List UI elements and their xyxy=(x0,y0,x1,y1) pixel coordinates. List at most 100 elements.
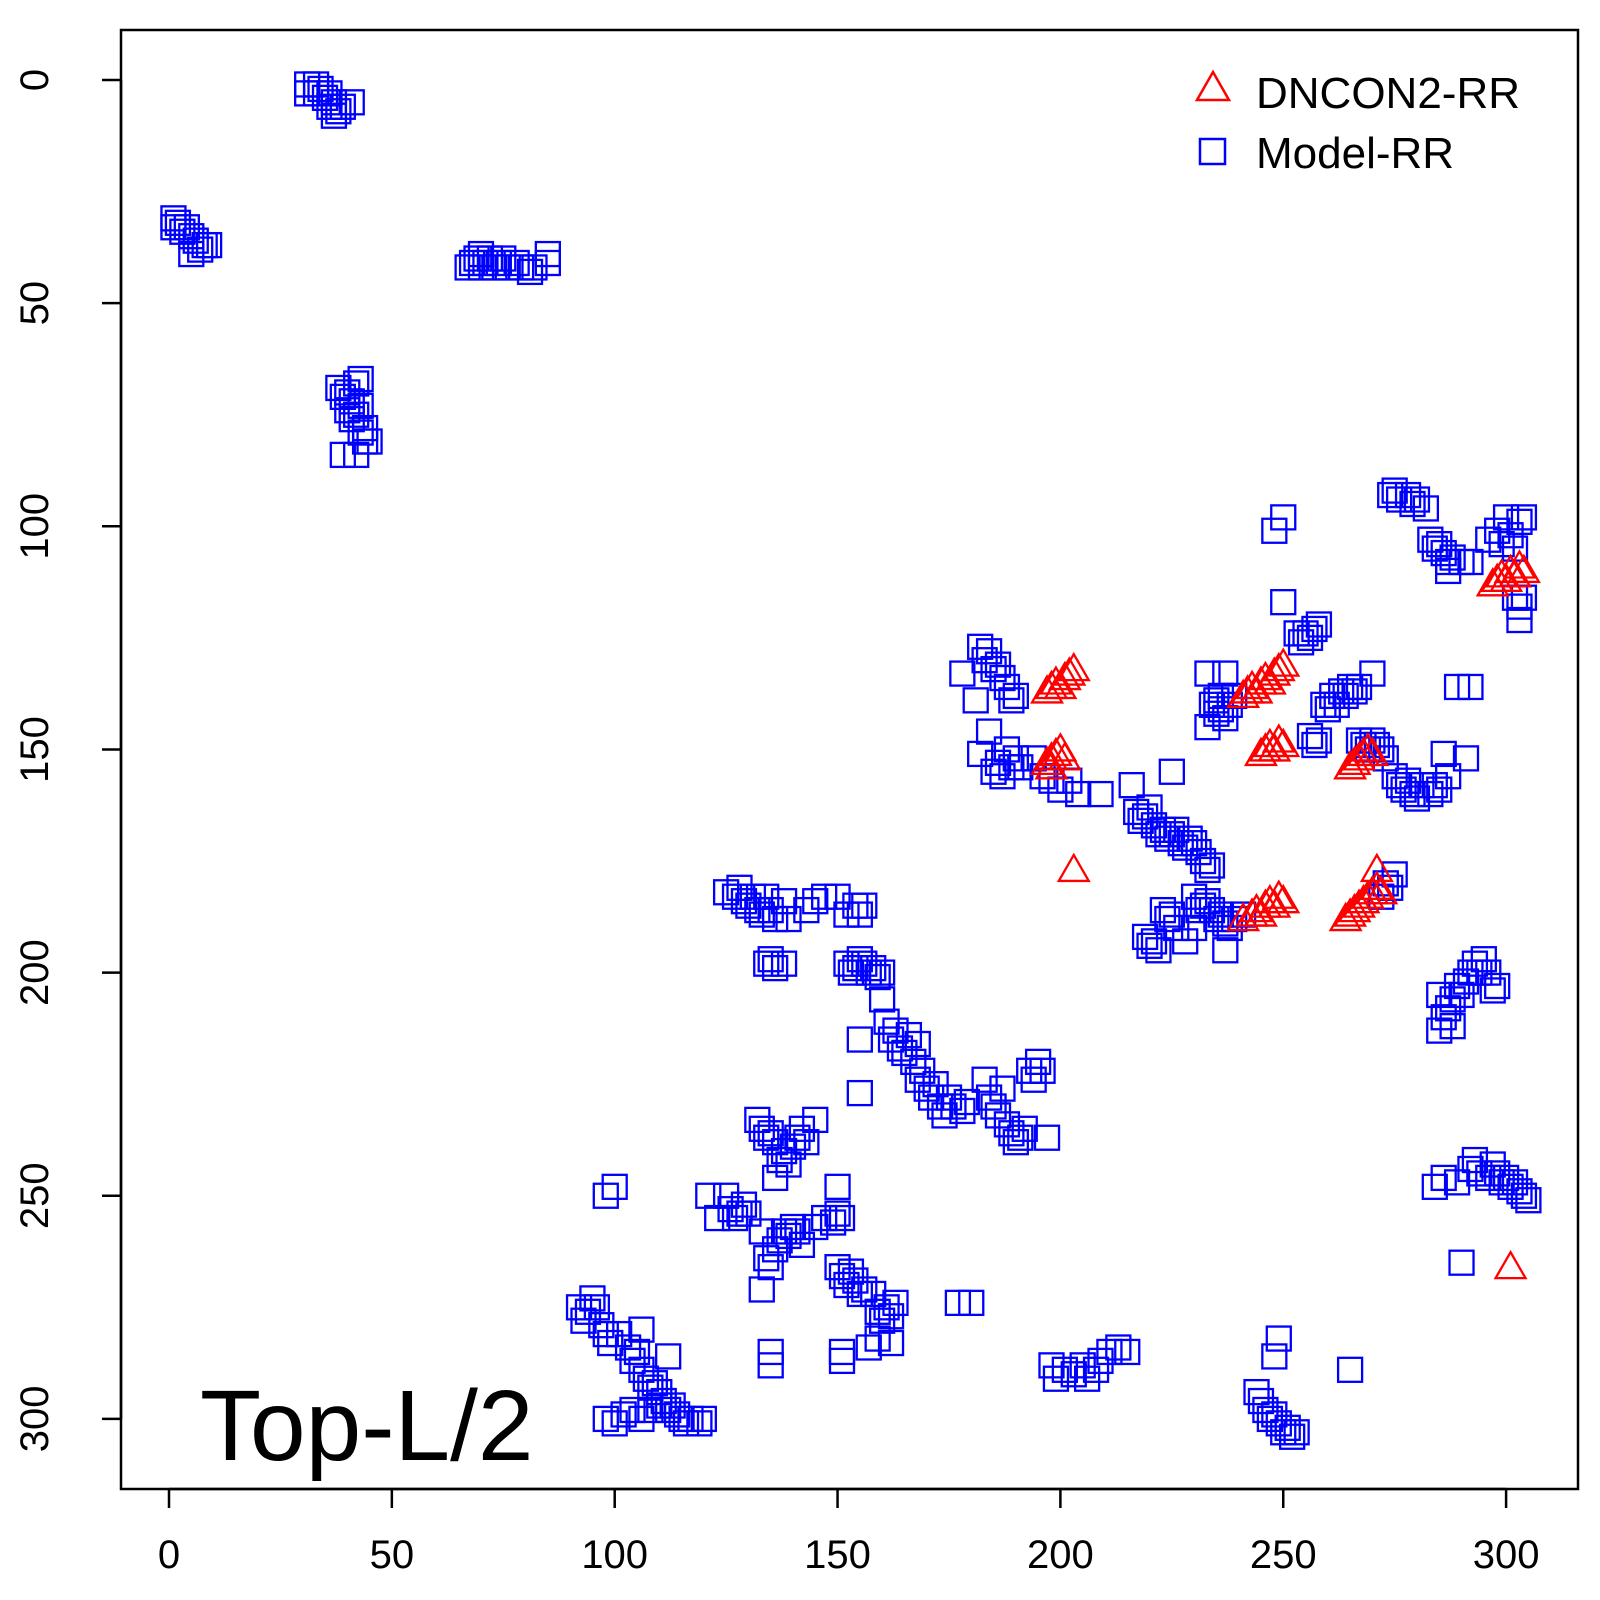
model-rr-point xyxy=(1158,901,1185,928)
model-rr-point xyxy=(1145,821,1172,848)
model-rr-point xyxy=(534,249,561,277)
model-rr-point xyxy=(1426,776,1453,803)
model-rr-point xyxy=(325,98,352,125)
model-rr-point xyxy=(1314,696,1341,723)
dncon2-rr-series xyxy=(1030,549,1541,1280)
model-rr-point xyxy=(1279,1423,1306,1450)
model-rr-point xyxy=(329,383,356,411)
model-rr-point xyxy=(1287,629,1315,656)
model-rr-point xyxy=(1403,486,1431,513)
model-rr-point xyxy=(864,1325,891,1352)
dncon2-rr-point xyxy=(1261,879,1296,909)
model-rr-point xyxy=(1065,780,1092,808)
model-rr-point xyxy=(757,946,784,973)
legend: DNCON2-RR Model-RR xyxy=(1194,69,1520,178)
model-rr-point xyxy=(570,1307,597,1334)
model-rr-point xyxy=(712,879,740,906)
model-rr-point xyxy=(1435,557,1462,585)
model-rr-point xyxy=(757,1120,784,1147)
model-rr-point xyxy=(1332,682,1359,710)
model-rr-point xyxy=(1448,1249,1475,1276)
model-rr-point xyxy=(592,1182,619,1209)
legend-triangle-icon xyxy=(1194,69,1232,102)
model-rr-point xyxy=(757,1254,784,1281)
model-rr-point xyxy=(967,740,994,768)
model-rr-point xyxy=(993,736,1021,763)
model-rr-point xyxy=(695,1182,722,1209)
model-rr-point xyxy=(579,1285,606,1312)
model-rr-point xyxy=(949,660,976,687)
model-rr-point xyxy=(917,1084,945,1111)
model-rr-point xyxy=(855,1334,882,1361)
model-rr-point xyxy=(1185,896,1212,924)
model-rr-point xyxy=(851,1276,878,1303)
model-rr-point xyxy=(993,673,1021,701)
model-rr-point xyxy=(975,718,1003,745)
model-rr-point xyxy=(846,946,873,973)
model-rr-point xyxy=(868,986,896,1013)
model-rr-point xyxy=(690,1405,717,1433)
model-rr-point xyxy=(485,249,512,277)
model-rr-point xyxy=(1207,682,1235,710)
model-rr-point xyxy=(1506,593,1533,620)
model-rr-point xyxy=(846,1079,873,1107)
model-rr-point xyxy=(833,1271,860,1299)
legend-square-icon xyxy=(1198,137,1227,166)
model-rr-point xyxy=(824,1173,851,1200)
model-rr-point xyxy=(1435,763,1462,790)
model-rr-point xyxy=(311,84,339,112)
model-rr-point xyxy=(1247,1387,1275,1415)
model-rr-point xyxy=(1439,1013,1466,1040)
model-rr-point xyxy=(766,1227,793,1254)
model-rr-point xyxy=(1430,1164,1457,1192)
model-rr-point xyxy=(1145,937,1172,964)
model-rr-point xyxy=(793,896,820,924)
model-rr-point xyxy=(904,1066,931,1093)
model-rr-point xyxy=(1033,1124,1061,1151)
model-rr-point xyxy=(909,1057,936,1084)
model-rr-point xyxy=(958,1289,985,1317)
model-rr-point xyxy=(770,1137,798,1165)
model-rr-point xyxy=(980,758,1007,785)
model-rr-point xyxy=(1024,1048,1052,1076)
model-rr-point xyxy=(1185,838,1212,866)
model-rr-point xyxy=(329,93,356,120)
x-axis: 0 50 100 150 200 250 300 xyxy=(158,1487,1539,1577)
model-rr-point xyxy=(320,89,348,116)
model-rr-point xyxy=(770,888,798,915)
model-rr-point xyxy=(637,1374,664,1401)
dncon2-rr-point xyxy=(1056,651,1091,682)
model-rr-point xyxy=(1385,486,1413,513)
model-rr-point xyxy=(1261,517,1288,544)
model-rr-point xyxy=(802,888,829,915)
model-rr-point xyxy=(1189,847,1217,875)
model-rr-point xyxy=(316,93,343,120)
model-rr-point xyxy=(721,883,749,910)
dncon2-rr-point xyxy=(1342,741,1377,771)
model-rr-point xyxy=(1270,589,1297,616)
model-rr-point xyxy=(824,1200,851,1227)
model-rr-point xyxy=(877,1329,905,1357)
model-rr-point xyxy=(1394,767,1422,794)
model-rr-point xyxy=(1194,856,1221,884)
model-rr-point xyxy=(1096,1338,1123,1366)
model-rr-point xyxy=(614,1334,642,1361)
dncon2-rr-point xyxy=(1261,651,1296,682)
model-rr-point xyxy=(837,1258,865,1285)
model-rr-point xyxy=(993,1111,1021,1138)
model-rr-point xyxy=(1452,968,1480,995)
panel-label: Top-L/2 xyxy=(200,1370,534,1482)
model-rr-point xyxy=(1457,548,1484,576)
model-rr-point xyxy=(1497,1173,1524,1200)
model-rr-point xyxy=(1252,1396,1279,1424)
model-rr-point xyxy=(1488,1169,1515,1196)
y-axis: 0 50 100 150 200 250 300 xyxy=(13,69,123,1452)
model-rr-point xyxy=(1363,731,1390,759)
model-rr-point xyxy=(757,1338,784,1366)
model-rr-point xyxy=(1501,1169,1529,1196)
model-rr-point xyxy=(628,1405,655,1433)
model-rr-point xyxy=(588,1312,615,1339)
model-rr-point xyxy=(1381,861,1408,888)
model-rr-point xyxy=(1439,986,1466,1013)
